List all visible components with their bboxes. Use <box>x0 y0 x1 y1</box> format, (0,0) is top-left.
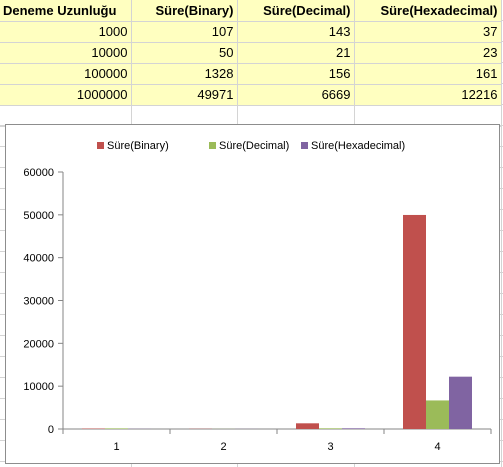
table-cell[interactable]: 143 <box>237 21 355 43</box>
header-cell-hexadecimal[interactable]: Süre(Hexadecimal) <box>354 0 502 22</box>
y-tick-label: 20000 <box>23 338 54 350</box>
x-tick-label: 2 <box>220 441 226 453</box>
empty-row <box>0 105 502 127</box>
table-row: 10000 50 21 23 <box>0 42 502 64</box>
table-cell[interactable]: 50 <box>131 42 238 64</box>
table-cell[interactable]: 49971 <box>131 84 238 106</box>
table-cell[interactable]: 1328 <box>131 63 238 85</box>
table-cell[interactable]: 6669 <box>237 84 355 106</box>
empty-cell[interactable] <box>0 105 132 127</box>
table-cell[interactable]: 10000 <box>0 42 132 64</box>
legend-label: Süre(Hexadecimal) <box>311 140 405 152</box>
table-cell[interactable]: 1000000 <box>0 84 132 106</box>
bar-decimal <box>319 428 342 429</box>
empty-cell[interactable] <box>237 105 355 127</box>
table-cell[interactable]: 156 <box>237 63 355 85</box>
bar-binary <box>403 214 426 429</box>
bar-hexadecimal <box>342 428 365 429</box>
y-tick-label: 30000 <box>23 296 54 308</box>
table-header-row: Deneme Uzunluğu Süre(Binary) Süre(Decima… <box>0 0 502 22</box>
table-cell[interactable]: 100000 <box>0 63 132 85</box>
table-cell[interactable]: 107 <box>131 21 238 43</box>
bar-decimal <box>426 400 449 429</box>
x-tick-label: 3 <box>327 441 333 453</box>
chart-legend: Süre(Binary) Süre(Decimal) Süre(Hexadecima… <box>97 140 405 152</box>
chart-object[interactable]: Süre(Binary) Süre(Decimal) Süre(Hexadecima… <box>5 124 500 464</box>
legend-swatch <box>301 142 308 149</box>
y-tick-label: 50000 <box>23 210 54 222</box>
x-tick-label: 1 <box>113 441 119 453</box>
table-cell[interactable]: 161 <box>354 63 502 85</box>
x-tick-label: 4 <box>434 441 440 453</box>
legend-label: Süre(Decimal) <box>219 140 289 152</box>
legend-label: Süre(Binary) <box>107 140 169 152</box>
empty-cell[interactable] <box>354 105 502 127</box>
y-tick-label: 10000 <box>23 381 54 393</box>
table-cell[interactable]: 1000 <box>0 21 132 43</box>
empty-cell[interactable] <box>131 105 238 127</box>
legend-swatch <box>209 142 216 149</box>
sheet-gridline <box>501 0 502 467</box>
bar-binary <box>296 423 319 429</box>
table-row: 1000000 49971 6669 12216 <box>0 84 502 106</box>
y-tick-label: 60000 <box>23 167 54 179</box>
y-tick-label: 0 <box>48 424 54 436</box>
table-cell[interactable]: 21 <box>237 42 355 64</box>
table-row: 1000 107 143 37 <box>0 21 502 43</box>
bar-hexadecimal <box>449 376 472 429</box>
bar-decimal <box>105 428 128 429</box>
header-cell-binary[interactable]: Süre(Binary) <box>131 0 238 22</box>
header-cell-length[interactable]: Deneme Uzunluğu <box>0 0 132 22</box>
table-cell[interactable]: 23 <box>354 42 502 64</box>
y-tick-label: 40000 <box>23 253 54 265</box>
table-cell[interactable]: 37 <box>354 21 502 43</box>
chart-bars <box>82 214 472 429</box>
bar-chart: Süre(Binary) Süre(Decimal) Süre(Hexadecima… <box>23 140 492 453</box>
header-cell-decimal[interactable]: Süre(Decimal) <box>237 0 355 22</box>
table-row: 100000 1328 156 161 <box>0 63 502 85</box>
legend-swatch <box>97 142 104 149</box>
data-table: Deneme Uzunluğu Süre(Binary) Süre(Decima… <box>0 0 502 127</box>
table-cell[interactable]: 12216 <box>354 84 502 106</box>
